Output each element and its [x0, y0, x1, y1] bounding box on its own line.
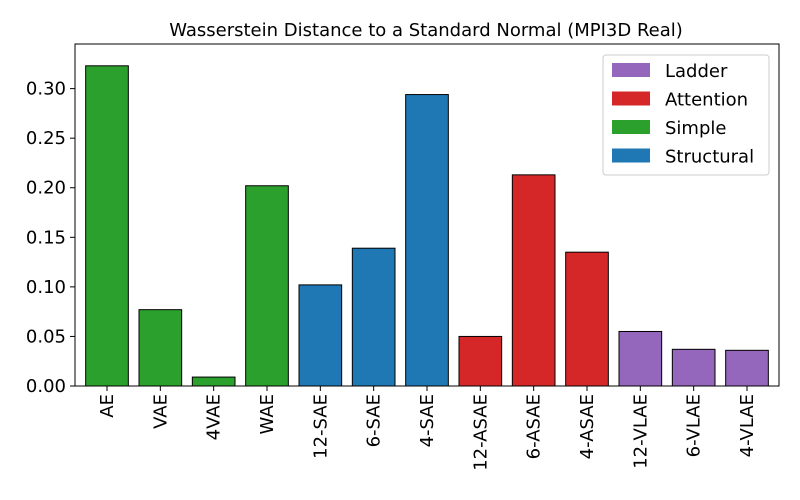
legend-box — [602, 54, 770, 176]
y-tick-label: 0.25 — [26, 128, 66, 149]
plot-frame — [74, 43, 780, 387]
legend: Ladder Attention Simple Structural — [602, 54, 770, 176]
y-tick-label: 0.05 — [26, 326, 66, 347]
x-tick-label: 4-VLAE — [737, 394, 758, 457]
y-axis: 0.00 0.05 0.10 0.15 0.20 0.25 0.30 — [26, 79, 75, 397]
y-tick-label: 0.00 — [26, 376, 66, 397]
bar-4-sae — [405, 94, 449, 387]
legend-swatch-ladder — [612, 63, 650, 77]
x-tick-label: WAE — [257, 394, 278, 435]
y-tick-label: 0.20 — [26, 178, 66, 199]
bar-wae — [245, 185, 289, 387]
bar-6-sae — [351, 247, 396, 387]
x-tick-label: 4-ASAE — [577, 394, 598, 459]
bar-4vae — [191, 376, 236, 387]
bar-12-vlae — [618, 330, 663, 387]
x-tick-label: 12-ASAE — [470, 394, 491, 471]
legend-swatch-structural — [612, 148, 650, 163]
y-tick-label: 0.10 — [26, 277, 66, 298]
bar-6-asae — [511, 174, 556, 387]
legend-swatch-simple — [612, 120, 650, 134]
bars-group — [85, 65, 769, 387]
x-tick-label: VAE — [150, 394, 171, 429]
x-tick-label: 12-VLAE — [630, 394, 651, 469]
chart-title: Wasserstein Distance to a Standard Norma… — [169, 20, 683, 41]
bar-12-asae — [458, 335, 503, 387]
x-tick-label: AE — [97, 394, 118, 418]
bar-12-sae — [298, 284, 343, 387]
bar-vae — [138, 309, 183, 387]
x-tick-label: 12-SAE — [310, 394, 331, 459]
legend-label-structural: Structural — [665, 147, 754, 168]
x-tick-label: 6-ASAE — [524, 394, 545, 459]
x-tick-label: 4-SAE — [417, 394, 438, 447]
legend-label-attention: Attention — [665, 90, 748, 111]
x-axis: AE VAE 4VAE WAE 12-SAE 6-SAE 4-SAE 12-ASAE 6-ASA… — [97, 386, 758, 471]
bar-4-vlae — [725, 349, 769, 387]
y-tick-label: 0.15 — [26, 227, 66, 248]
bar-ae — [85, 65, 129, 387]
x-tick-label: 4VAE — [204, 394, 225, 440]
bar-6-vlae — [671, 348, 716, 387]
x-tick-label: 6-VLAE — [684, 394, 705, 457]
legend-label-ladder: Ladder — [665, 61, 728, 82]
x-tick-label: 6-SAE — [364, 394, 385, 447]
legend-swatch-attention — [612, 91, 650, 106]
legend-label-simple: Simple — [665, 118, 726, 139]
y-tick-label: 0.30 — [26, 79, 66, 100]
bar-4-asae — [565, 251, 609, 387]
